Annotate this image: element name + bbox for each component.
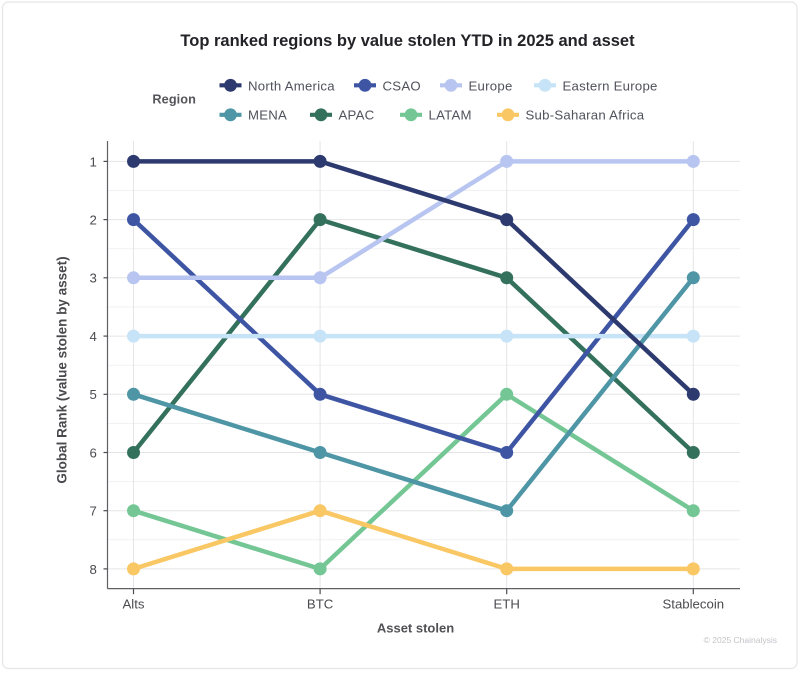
svg-text:7: 7 bbox=[89, 504, 96, 519]
svg-text:6: 6 bbox=[89, 445, 96, 460]
svg-text:North America: North America bbox=[248, 79, 335, 94]
svg-text:Top ranked regions by value st: Top ranked regions by value stolen YTD i… bbox=[180, 32, 635, 50]
svg-text:3: 3 bbox=[89, 271, 96, 286]
svg-text:4: 4 bbox=[89, 329, 96, 344]
svg-text:ETH: ETH bbox=[494, 597, 520, 612]
svg-text:Eastern Europe: Eastern Europe bbox=[563, 79, 658, 94]
svg-text:MENA: MENA bbox=[248, 108, 287, 123]
svg-text:Sub-Saharan Africa: Sub-Saharan Africa bbox=[526, 108, 645, 123]
svg-text:8: 8 bbox=[89, 562, 96, 577]
svg-text:Stablecoin: Stablecoin bbox=[663, 597, 725, 612]
svg-text:Region: Region bbox=[152, 93, 196, 107]
svg-text:5: 5 bbox=[89, 387, 96, 402]
svg-text:Alts: Alts bbox=[123, 597, 145, 612]
svg-text:Europe: Europe bbox=[469, 79, 513, 94]
svg-text:Asset stolen: Asset stolen bbox=[377, 621, 454, 636]
svg-text:1: 1 bbox=[89, 154, 96, 169]
svg-text:CSAO: CSAO bbox=[383, 79, 421, 94]
svg-text:LATAM: LATAM bbox=[429, 108, 472, 123]
svg-text:BTC: BTC bbox=[307, 597, 334, 612]
svg-text:APAC: APAC bbox=[339, 108, 375, 123]
svg-text:2: 2 bbox=[89, 213, 96, 228]
svg-text:© 2025 Chainalysis: © 2025 Chainalysis bbox=[704, 635, 777, 645]
svg-text:Global Rank (value stolen by a: Global Rank (value stolen by asset) bbox=[55, 256, 70, 483]
